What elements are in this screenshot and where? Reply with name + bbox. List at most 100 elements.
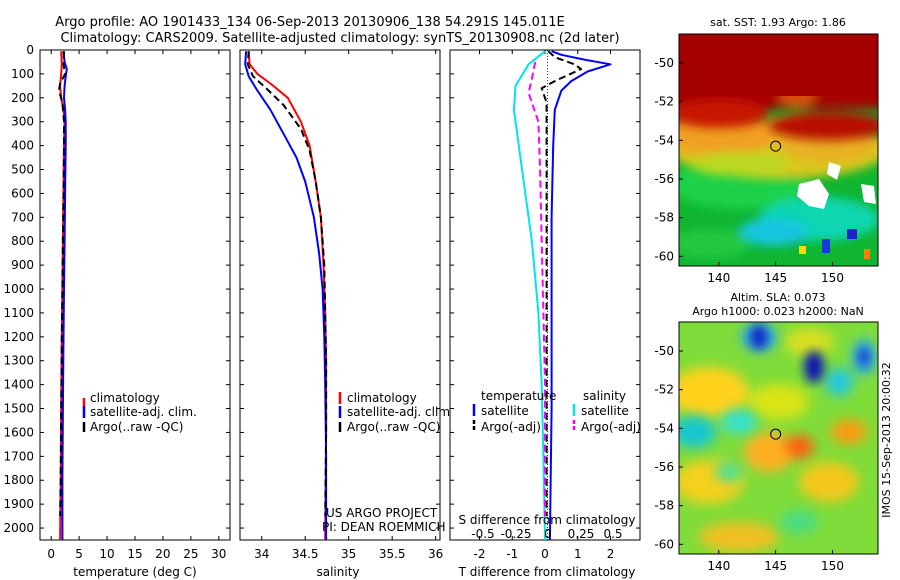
sla-map-title-line2: Argo h1000: 0.023 h2000: NaN: [692, 305, 864, 318]
y-tick-label: 300: [11, 115, 34, 129]
series-line-argo-adj: [527, 61, 546, 517]
argo-location-marker: [770, 140, 782, 152]
y-tick-label: 100: [11, 67, 34, 81]
legend-label: climatology: [347, 391, 417, 405]
map-y-tick-label: -50: [654, 344, 674, 358]
legend-label: Argo(..raw -QC): [90, 420, 183, 434]
y-tick-label: 1900: [3, 497, 34, 511]
sla-map-ticks: 140 145 150 -50 -52 -54 -56 -58 -60: [654, 344, 844, 573]
y-tick-label: 2000: [3, 521, 34, 535]
map-y-tick-label: -52: [654, 383, 674, 397]
x-tick-label: 5: [75, 547, 83, 561]
series-line-satellite-adj-clim: [61, 51, 68, 540]
series-line-satellite: [512, 50, 546, 540]
map-x-tick-label: 140: [707, 559, 730, 573]
sla-map-panel: Altim. SLA: 0.073 Argo h1000: 0.023 h200…: [654, 291, 879, 573]
salinity-x-label: salinity: [316, 565, 359, 579]
map-x-tick-label: 145: [764, 271, 787, 285]
x-tick-label: 30: [211, 547, 226, 561]
difference-axes-frame: [449, 49, 641, 541]
credit-project: US ARGO PROJECT: [326, 506, 438, 520]
sst-map-ticks: 140 145 150 -50 -52 -54 -56 -58 -60: [654, 56, 844, 285]
map-y-tick-label: -50: [654, 56, 674, 70]
legend-label: satellite: [581, 404, 629, 418]
s-tick: 0: [544, 527, 552, 541]
x-tick-label: 35: [341, 547, 356, 561]
imos-timestamp: IMOS 15-Sep-2013 20:00:32: [880, 362, 893, 517]
y-tick-label: 1400: [3, 378, 34, 392]
legend-label: satellite-adj. clim.: [90, 405, 197, 419]
x-tick-label: 0: [541, 547, 549, 561]
map-x-tick-label: 140: [707, 271, 730, 285]
t-difference-label: T difference from climatology: [458, 565, 636, 579]
y-tick-label: 400: [11, 139, 34, 153]
x-tick-label: 34.5: [292, 547, 319, 561]
sst-map-image: [679, 34, 878, 266]
x-tick-label: 36: [428, 547, 443, 561]
difference-x-ticks: -2 -1 0 1 2: [450, 49, 640, 561]
x-tick-label: 2: [607, 547, 615, 561]
map-y-tick-label: -58: [654, 499, 674, 513]
difference-panel: -2 -1 0 1 2 temperature salinity satellite s…: [449, 49, 641, 579]
legend-group-temperature: temperature: [481, 389, 556, 403]
y-tick-label: 600: [11, 186, 34, 200]
temperature-legend: climatology satellite-adj. clim. Argo(..…: [82, 391, 197, 434]
y-tick-label: 1300: [3, 354, 34, 368]
x-tick-label: 1: [574, 547, 582, 561]
y-tick-label: 700: [11, 210, 34, 224]
difference-legend: temperature salinity satellite satellite…: [472, 389, 641, 434]
header-line2: Climatology: CARS2009. Satellite-adjuste…: [60, 31, 619, 46]
temperature-axes-frame: [39, 49, 231, 541]
y-tick-label: 900: [11, 258, 34, 272]
difference-series: [512, 50, 612, 540]
x-tick-label: 20: [155, 547, 170, 561]
series-line-argo-adj: [540, 50, 582, 517]
salinity-panel: 34 34.5 35 35.5 36 salinity climatology sate…: [239, 49, 454, 579]
legend-label: climatology: [90, 391, 160, 405]
temperature-y-ticks: 0 100 200 300 400 500 600 700 800 900 1000 1100 1200…: [3, 43, 230, 535]
argo-location-marker: [770, 428, 782, 440]
map-y-tick-label: -56: [654, 172, 674, 186]
y-tick-label: 1000: [3, 282, 34, 296]
sst-map-title: sat. SST: 1.93 Argo: 1.86: [710, 16, 846, 29]
y-tick-label: 1500: [3, 402, 34, 416]
x-tick-label: 0: [47, 547, 55, 561]
series-line-argo-raw-qc: [58, 51, 67, 517]
s-tick: 0.25: [568, 527, 595, 541]
s-tick: 0.5: [603, 527, 622, 541]
salinity-axes-frame: [239, 49, 441, 541]
map-y-tick-label: -60: [654, 537, 674, 551]
s-tick: -0.5: [471, 527, 494, 541]
header-line1: Argo profile: AO 1901433_134 06-Sep-2013…: [55, 15, 564, 30]
s-tick: -0.25: [500, 527, 531, 541]
map-y-tick-label: -58: [654, 211, 674, 225]
legend-label: Argo(..raw -QC): [347, 420, 440, 434]
x-tick-label: 10: [99, 547, 114, 561]
legend-label: Argo(-adj): [481, 420, 541, 434]
x-tick-label: 15: [127, 547, 142, 561]
salinity-x-ticks: 34 34.5 35 35.5 36: [254, 50, 443, 561]
map-x-tick-label: 150: [821, 271, 844, 285]
x-tick-label: 25: [183, 547, 198, 561]
x-tick-label: -2: [473, 547, 485, 561]
salinity-y-ticks: [240, 49, 440, 529]
y-tick-label: 1800: [3, 473, 34, 487]
salinity-series: [244, 51, 328, 540]
x-tick-label: 34: [254, 547, 269, 561]
sla-map-frame: [678, 321, 879, 555]
x-tick-label: -1: [506, 547, 518, 561]
map-y-tick-label: -54: [654, 421, 674, 435]
sst-map-panel: sat. SST: 1.93 Argo: 1.86: [654, 16, 879, 285]
temperature-x-ticks: 0 5 10 15 20 25 30: [47, 50, 226, 561]
legend-label: satellite-adj. clim.: [347, 405, 454, 419]
temperature-x-label: temperature (deg C): [73, 565, 196, 579]
y-tick-label: 200: [11, 91, 34, 105]
sla-map-image: [679, 322, 878, 554]
map-y-tick-label: -52: [654, 95, 674, 109]
temperature-series: [58, 51, 68, 540]
map-y-tick-label: -56: [654, 460, 674, 474]
s-difference-ticks: -0.5 -0.25 0 0.25 0.5: [471, 527, 622, 541]
y-tick-label: 1700: [3, 449, 34, 463]
sst-map-frame: [678, 33, 879, 267]
